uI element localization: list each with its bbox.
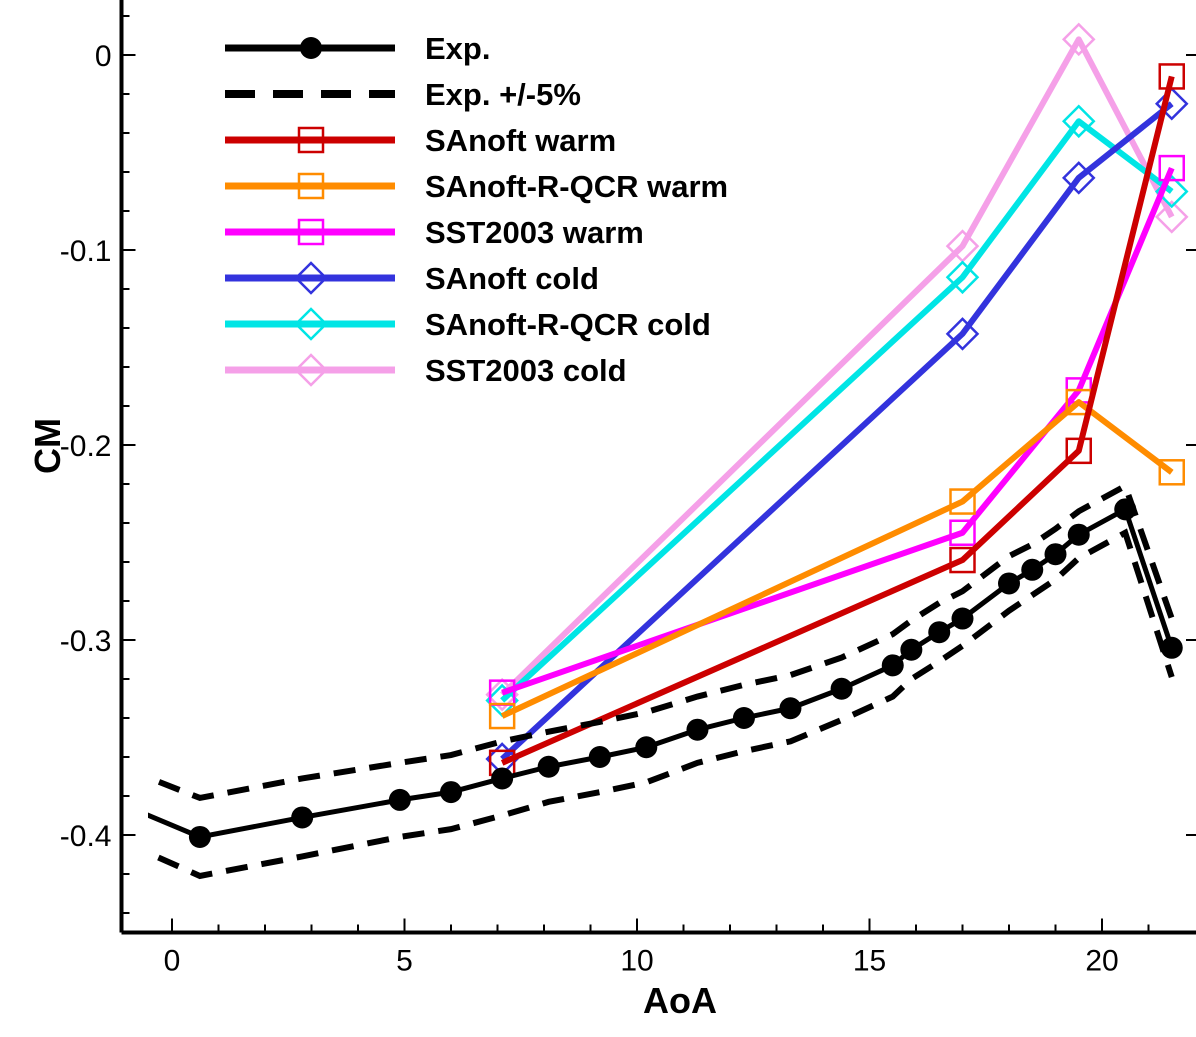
x-tick-label: 5 [396, 945, 413, 978]
data-point-exp [779, 697, 802, 720]
series-line-exp [148, 506, 1175, 840]
legend-label: SAnoft-R-QCR cold [425, 307, 711, 342]
series-line-sanoft-r-qcr-warm [500, 399, 1174, 719]
data-point-sst2003-warm [949, 519, 976, 546]
data-point-exp [388, 788, 411, 811]
y-tick-label: 0 [95, 40, 112, 73]
data-point-exp [1067, 523, 1090, 546]
series-sanoft-r-qcr-warm [488, 388, 1185, 730]
series-line-sanoft-warm [500, 75, 1175, 766]
data-point-sanoft-r-qcr-warm [1158, 459, 1185, 486]
series-layer [148, 22, 1189, 880]
legend-entry-exp: Exp. [225, 31, 490, 66]
data-point-exp [440, 781, 462, 804]
data-point-exp [1021, 558, 1044, 581]
legend-marker [297, 126, 325, 154]
ticks-layer: 0 5 10 15 20 0 -0.1 -0.2 -0.3 -0.4 [60, 15, 1196, 978]
data-point-exp [188, 825, 211, 848]
legend-entry-sanoft-r-qcr-cold: SAnoft-R-QCR cold [225, 307, 711, 342]
data-point-exp [830, 677, 853, 700]
data-point-exp [537, 755, 560, 778]
data-point-sanoft-cold [1061, 161, 1096, 195]
legend-marker [294, 353, 328, 387]
series-exp-5 [148, 481, 1175, 880]
y-tick-label: -0.4 [60, 820, 112, 853]
legend-marker [300, 37, 322, 59]
legend-label: SAnoft-R-QCR warm [425, 169, 728, 204]
x-tick-label: 20 [1085, 945, 1118, 978]
series-line-sanoft-cold [500, 101, 1174, 762]
series-line-sst2003-warm [501, 166, 1175, 696]
data-point-exp [491, 767, 514, 790]
legend-marker [297, 172, 325, 200]
legend: Exp. Exp. +/-5% SAnoft warm SAnoft-R-QCR wa… [225, 31, 728, 388]
axes-frame [119, 0, 1196, 935]
data-point-sst2003-cold [1061, 22, 1096, 57]
x-axis-title: AoA [643, 980, 717, 1021]
data-point-exp [928, 621, 951, 644]
series-line-sst2003-cold [500, 36, 1175, 697]
series-line-exp-5-lower [148, 528, 1175, 880]
x-tick-label: 0 [164, 945, 181, 978]
legend-entry-exp-5: Exp. +/-5% [225, 77, 581, 112]
data-point-sanoft-r-qcr-cold [945, 260, 980, 295]
legend-label: SAnoft warm [425, 123, 616, 158]
data-point-sanoft-warm [1158, 63, 1185, 90]
legend-label: SST2003 cold [425, 353, 627, 388]
data-point-exp [951, 607, 974, 630]
legend-entry-sst2003-warm: SST2003 warm [225, 215, 644, 250]
legend-label: SST2003 warm [425, 215, 644, 250]
legend-label: Exp. +/-5% [425, 77, 581, 112]
legend-marker [294, 261, 328, 295]
data-point-sanoft-r-qcr-cold [1061, 104, 1096, 139]
y-tick-label: -0.2 [60, 430, 112, 463]
data-point-exp [732, 707, 755, 729]
data-point-sanoft-cold [945, 317, 980, 351]
x-tick-label: 10 [620, 945, 653, 978]
data-point-exp [635, 736, 658, 759]
data-point-exp [686, 718, 709, 741]
legend-entry-sst2003-cold: SST2003 cold [225, 353, 627, 388]
legend-marker [294, 307, 328, 341]
data-point-exp [291, 806, 314, 829]
series-line-sanoft-r-qcr-cold [500, 118, 1174, 703]
legend-label: Exp. [425, 31, 490, 66]
legend-entry-sanoft-warm: SAnoft warm [225, 123, 616, 158]
x-tick-label: 15 [853, 945, 886, 978]
data-point-sst2003-cold [1154, 200, 1189, 234]
series-sanoft-warm [488, 63, 1185, 777]
legend-entry-sanoft-cold: SAnoft cold [225, 261, 599, 296]
data-point-sanoft-r-qcr-warm [949, 488, 976, 515]
y-tick-label: -0.1 [60, 235, 112, 268]
data-point-exp [998, 572, 1020, 595]
data-point-exp [1114, 498, 1137, 521]
data-point-exp [900, 638, 923, 661]
y-tick-label: -0.3 [60, 625, 112, 658]
data-point-sst2003-warm [1158, 154, 1185, 182]
data-point-sanoft-r-qcr-warm [488, 702, 516, 730]
legend-entry-sanoft-r-qcr-warm: SAnoft-R-QCR warm [225, 169, 728, 204]
data-point-exp [881, 654, 904, 677]
data-point-sanoft-warm [949, 546, 976, 574]
data-point-exp [1160, 636, 1183, 659]
series-exp [148, 498, 1183, 848]
data-point-exp [1044, 543, 1067, 566]
data-point-sanoft-warm [1065, 437, 1092, 465]
legend-marker [297, 218, 325, 246]
legend-label: SAnoft cold [425, 261, 599, 296]
data-point-exp [588, 746, 611, 768]
data-point-sanoft-cold [1154, 86, 1189, 121]
y-axis-title: CM [27, 418, 68, 474]
